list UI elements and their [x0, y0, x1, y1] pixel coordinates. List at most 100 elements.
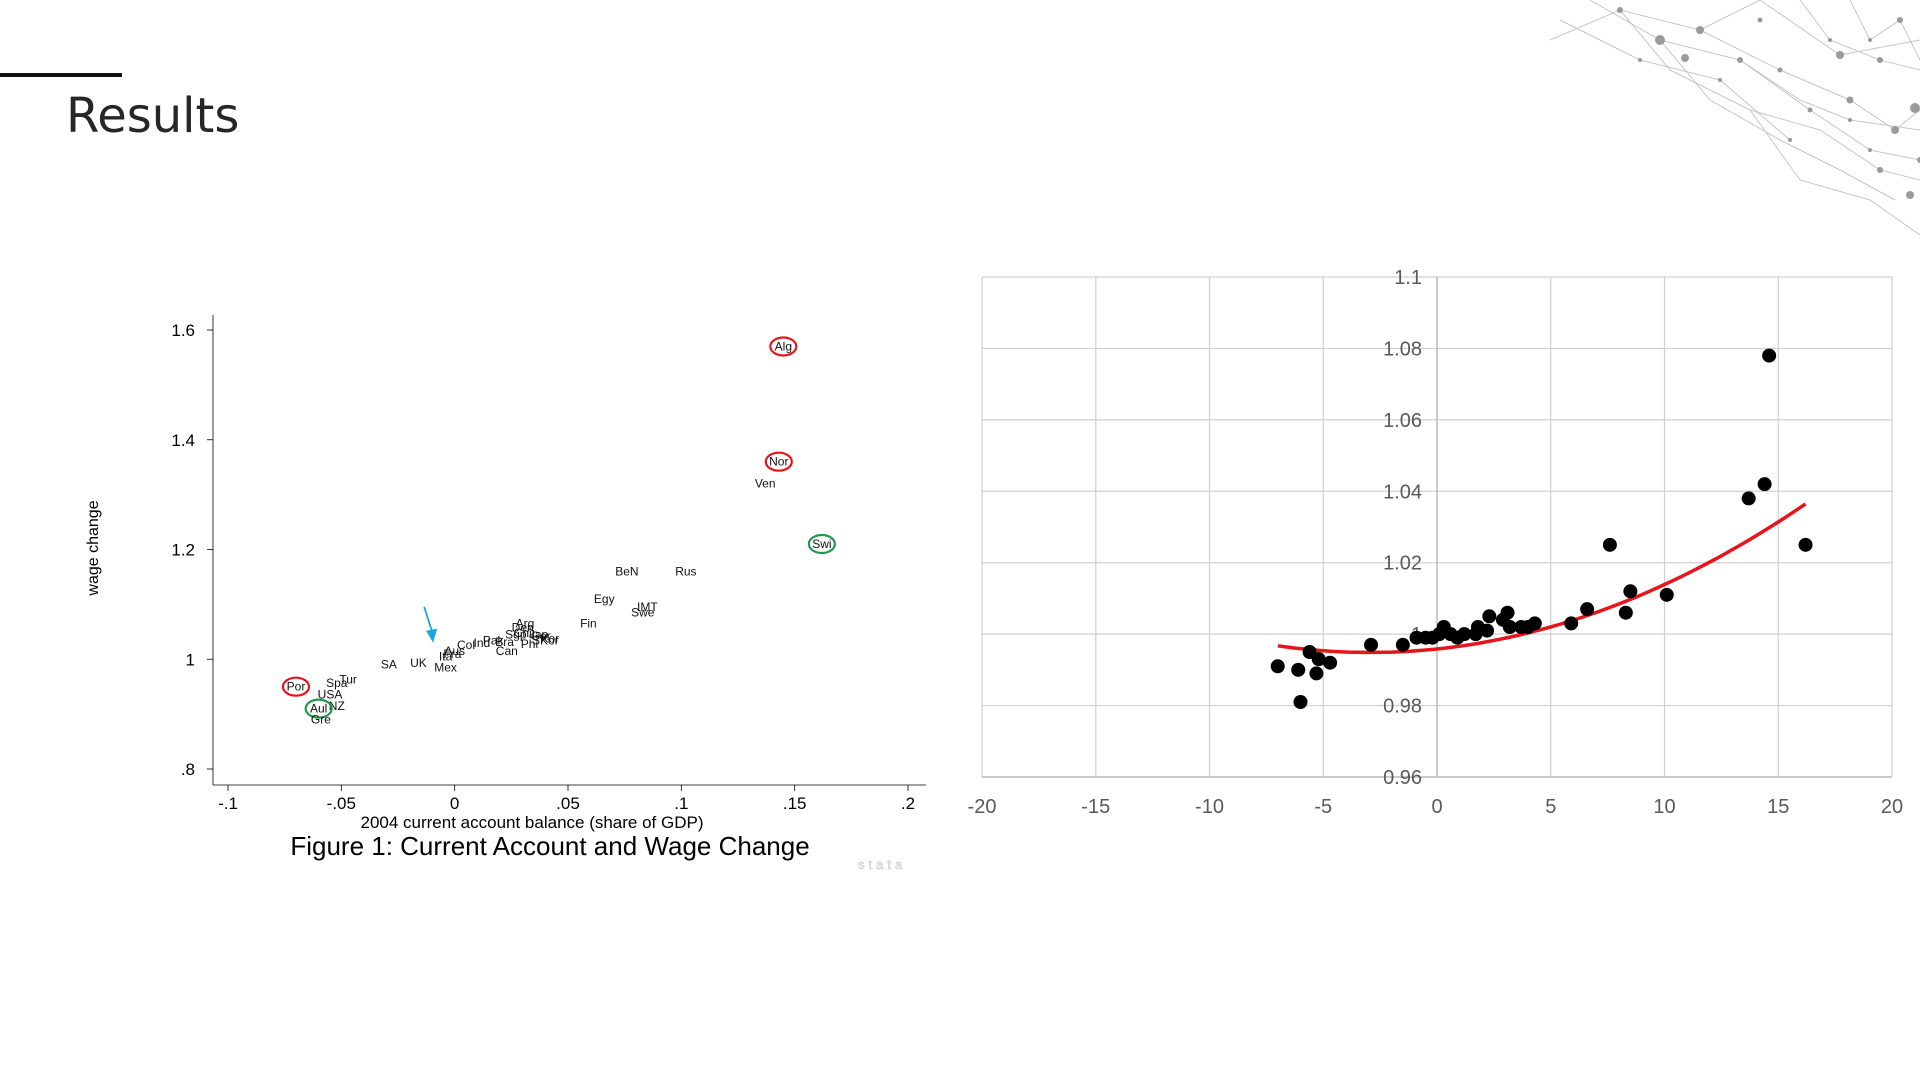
stata-scatter-chart: .8 1 1.2 1.4 1.6 -.1 -.05 0 .05 .1 .15 .2 Alg Nor Ve…: [85, 315, 926, 872]
y-tick-label: 1.1: [1394, 267, 1422, 289]
point-label: Swi: [812, 537, 831, 551]
point-label: Egy: [594, 592, 615, 606]
scatter-point: [1291, 662, 1306, 677]
scatter-point: [1659, 587, 1674, 602]
scatter-point: [1323, 655, 1338, 670]
point-label: Spa: [326, 676, 348, 690]
x-tick-label: 0: [450, 794, 459, 813]
stata-watermark: stata: [858, 857, 906, 872]
x-tick-label: .1: [674, 794, 688, 813]
x-tick-label: -20: [968, 796, 997, 818]
scatter-point: [1364, 637, 1379, 652]
trend-line: [1277, 502, 1807, 655]
point-label: SA: [381, 658, 397, 672]
point-label: Den: [512, 620, 534, 634]
point-label: Por: [287, 680, 306, 694]
x-axis-label: 2004 current account balance (share of G…: [360, 813, 703, 832]
scatter-point: [1757, 477, 1772, 492]
y-axis-label: wage change: [85, 500, 102, 596]
y-tick-label: 1.02: [1383, 553, 1422, 575]
scatter-point: [1311, 652, 1326, 667]
highlight-circle: [304, 698, 333, 719]
x-tick-label: -10: [1195, 796, 1224, 818]
point-label: Jap: [529, 628, 549, 642]
highlight-circle: [764, 451, 793, 472]
y-tick-label: 1.04: [1383, 481, 1422, 503]
scatter-point: [1502, 620, 1517, 634]
figure-caption: Figure 1: Current Account and Wage Chang…: [290, 831, 809, 861]
scatter-point: [1480, 623, 1495, 638]
point-label: Pak: [483, 634, 505, 648]
scatter-point: [1293, 695, 1308, 709]
point-label: Aus: [444, 644, 465, 658]
scatter-point: [1618, 605, 1633, 620]
scatter-point: [1762, 348, 1777, 363]
point-label: IMT: [637, 600, 658, 614]
point-label: Mex: [434, 660, 457, 674]
x-tick-label: -.05: [327, 794, 356, 813]
network-decoration: [1550, 0, 1920, 235]
point-label: Aul: [310, 702, 327, 716]
y-tick-label: 0.98: [1383, 696, 1422, 718]
x-tick-label: 0: [1431, 796, 1442, 818]
y-tick-label: 1.2: [171, 541, 195, 560]
y-tick-label: 1.06: [1383, 410, 1422, 432]
point-label: Alg: [775, 339, 792, 353]
x-tick-label: .05: [556, 794, 580, 813]
scatter-point: [1564, 616, 1579, 631]
point-label: Fin: [580, 617, 597, 631]
y-tick-label: 1: [186, 650, 195, 669]
scatter-point: [1527, 616, 1542, 631]
point-label: Can: [496, 644, 518, 658]
scatter-point: [1270, 659, 1285, 674]
scatter-point: [1482, 609, 1497, 624]
y-tick-label: 0.96: [1383, 767, 1422, 789]
point-label: Ita: [439, 650, 453, 664]
pointer-arrowhead: [426, 628, 438, 643]
point-label: BeN: [615, 564, 638, 578]
scatter-point: [1457, 627, 1472, 642]
scatter-point: [1395, 637, 1410, 652]
page-title: Results: [66, 88, 240, 144]
x-tick-label: 20: [1881, 796, 1903, 818]
point-label: Sgp: [505, 628, 527, 642]
point-label: Fra: [443, 647, 461, 661]
point-label: NZ: [329, 699, 345, 713]
point-label: Bra: [495, 635, 514, 649]
highlight-circle: [281, 676, 311, 697]
point-label: Swe: [631, 606, 655, 620]
highlight-circle: [769, 336, 798, 357]
point-label: Col: [457, 638, 475, 652]
y-tick-label: .8: [181, 760, 195, 779]
highlight-circle: [807, 533, 836, 555]
scatter-point: [1500, 605, 1515, 620]
point-label: Nor: [769, 455, 788, 469]
scatter-point: [1309, 666, 1324, 681]
point-label: Ger: [531, 629, 551, 643]
trendline-scatter-chart: 0.960.9811.021.041.061.081.1 -20-15-10-5…: [968, 267, 1904, 818]
x-tick-label: -.1: [218, 794, 238, 813]
scatter-point: [1798, 537, 1813, 552]
point-label: Tur: [339, 673, 357, 687]
point-label: Ind: [474, 636, 491, 650]
scatter-point: [1741, 491, 1756, 506]
point-label: USA: [318, 687, 343, 701]
scatter-point: [1602, 537, 1617, 552]
point-label: UK: [410, 656, 427, 670]
y-tick-label: 1.6: [171, 321, 195, 340]
y-tick-label: 1.08: [1383, 338, 1422, 360]
point-label: Gre: [311, 713, 331, 727]
scatter-point: [1580, 602, 1595, 617]
point-label: Arg: [516, 617, 535, 631]
point-label: Kor: [541, 631, 560, 645]
point-label: Ven: [755, 477, 776, 491]
point-label: Phi: [521, 637, 538, 651]
x-tick-label: 10: [1653, 796, 1675, 818]
point-label: SKor: [532, 634, 559, 648]
x-tick-label: -5: [1314, 796, 1332, 818]
x-tick-label: .15: [783, 794, 807, 813]
title-rule: [0, 73, 122, 77]
scatter-point: [1623, 584, 1638, 599]
x-tick-label: -15: [1081, 796, 1110, 818]
x-tick-label: 5: [1545, 796, 1556, 818]
